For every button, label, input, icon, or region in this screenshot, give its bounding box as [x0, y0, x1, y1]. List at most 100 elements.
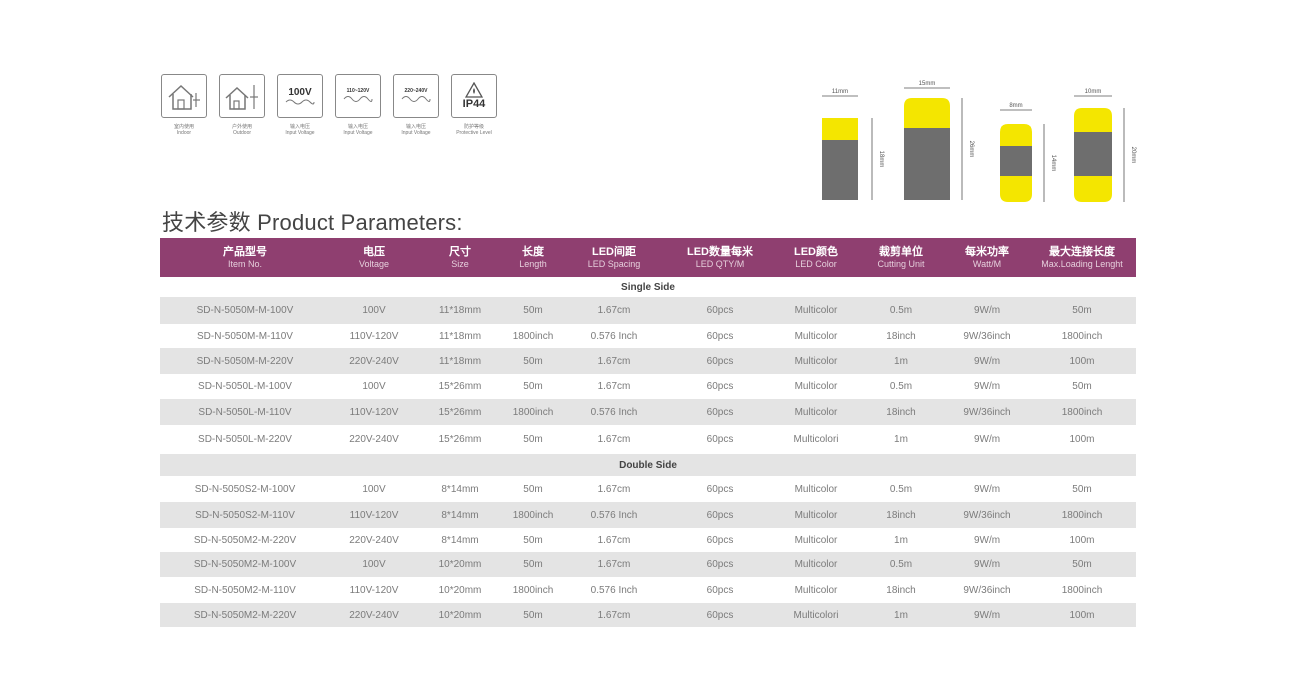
table-cell: SD-N-5050S2-M-100V	[194, 483, 296, 495]
table-cell: Multicolor	[794, 330, 838, 342]
column-header-en: Max.Loading Lenght	[1041, 258, 1123, 269]
profile-height-label: 20mm	[1130, 147, 1136, 164]
column-header: LED数量每米 LED QTY/M	[664, 238, 776, 277]
icon-voltage-110v: 110~120V 输入电压 Input Voltage	[334, 74, 382, 136]
table-row: SD-N-5050L-M-220V 220V-240V 15*26mm 50m 1.67…	[160, 425, 1136, 454]
table-cell: 1.67cm	[597, 355, 631, 367]
icon-ip44: IP44 防护等级 Protective Level	[450, 74, 498, 136]
table-header: 产品型号 Item No. 电压 Voltage 尺寸 Size 长度 Length LED间距…	[160, 238, 1136, 277]
table-row: SD-N-5050S2-M-100V 100V 8*14mm 50m 1.67cm 60p…	[160, 476, 1136, 502]
table-cell: 11*18mm	[438, 305, 482, 316]
table-cell: 9W/m	[973, 381, 1001, 392]
column-header-en: Length	[519, 258, 547, 269]
table-cell: 60pcs	[706, 559, 734, 570]
table-cell: 9W/m	[973, 609, 1001, 621]
table-cell: 100m	[1069, 609, 1095, 621]
table-cell: 1800inch	[512, 584, 554, 596]
table-cell: 11*18mm	[438, 330, 482, 342]
table-cell: 60pcs	[706, 330, 734, 342]
table-row: SD-N-5050M2-M-220V 220V-240V 8*14mm 50m 1.67…	[160, 528, 1136, 552]
table-cell: Multicolori	[793, 609, 839, 621]
table-row: SD-N-5050M-M-110V 110V-120V 11*18mm 1800inc…	[160, 324, 1136, 348]
table-cell: 50m	[523, 483, 543, 495]
ip-label: IP44	[462, 98, 486, 110]
table-cell: 60pcs	[706, 381, 734, 392]
column-header: 每米功率 Watt/M	[946, 238, 1028, 277]
table-cell: 100V	[362, 483, 386, 495]
table-cell: 1.67cm	[597, 305, 631, 316]
voltage-220v-icon: 220~240V	[393, 74, 439, 118]
table-cell: 60pcs	[706, 355, 734, 367]
table-cell: Multicolor	[794, 483, 838, 495]
column-header: 长度 Length	[502, 238, 564, 277]
icon-voltage-220v: 220~240V 输入电压 Input Voltage	[392, 74, 440, 136]
table-cell: 50m	[1072, 381, 1092, 392]
page-title: 技术参数 Product Parameters:	[162, 210, 463, 235]
table-cell: 9W/36inch	[963, 330, 1011, 342]
table-cell: 50m	[523, 559, 543, 570]
table-cell: 15*26mm	[438, 434, 482, 445]
table-cell: 60pcs	[706, 305, 734, 316]
table-cell: 60pcs	[706, 534, 734, 546]
table-cell: 50m	[523, 609, 543, 621]
table-cell: 110V-120V	[349, 584, 399, 596]
table-cell: 9W/m	[973, 534, 1001, 546]
section-header: Double Side	[160, 454, 1136, 476]
icon-caption: 输入电压 Input Voltage	[343, 124, 373, 136]
table-cell: 50m	[523, 305, 543, 316]
column-header-cn: 电压	[363, 245, 385, 258]
table-cell: 50m	[523, 434, 543, 445]
column-header: 最大连接长度 Max.Loading Lenght	[1028, 238, 1136, 277]
column-header-cn: 长度	[522, 245, 544, 258]
table-cell: 1800inch	[512, 509, 554, 521]
table-cell: 18inch	[886, 584, 916, 596]
column-header-cn: LED数量每米	[687, 245, 753, 258]
column-header-en: Voltage	[358, 258, 390, 269]
table-cell: 0.576 Inch	[590, 509, 638, 521]
profile-15x26: 15mm 26mm	[904, 81, 974, 200]
table-cell: SD-N-5050M-M-110V	[197, 330, 293, 342]
table-cell: 15*26mm	[438, 381, 482, 392]
table-row: SD-N-5050L-M-100V 100V 15*26mm 50m 1.67cm 60p…	[160, 374, 1136, 399]
table-cell: 0.5m	[889, 559, 913, 570]
table-cell: 0.576 Inch	[590, 406, 638, 418]
table-cell: 100m	[1069, 534, 1095, 546]
table-cell: 8*14mm	[441, 483, 479, 495]
table-row: SD-N-5050M2-M-220V 220V-240V 10*20mm 50m 1.6…	[160, 603, 1136, 627]
table-cell: 1m	[894, 355, 908, 367]
table-cell: 9W/36inch	[963, 584, 1011, 596]
table-cell: 9W/36inch	[963, 406, 1011, 418]
column-header-cn: LED颜色	[794, 245, 838, 258]
table-cell: SD-N-5050M2-M-100V	[193, 559, 297, 570]
table-cell: 18inch	[886, 406, 916, 418]
table-cell: 10*20mm	[438, 609, 482, 621]
table-cell: 1800inch	[1061, 406, 1103, 418]
table-cell: 1800inch	[512, 330, 554, 342]
column-header-en: Watt/M	[972, 258, 1002, 269]
table-cell: Multicolor	[794, 559, 838, 570]
table-cell: 0.576 Inch	[590, 584, 638, 596]
table-cell: SD-N-5050M-M-100V	[196, 305, 294, 316]
table-cell: Multicolor	[794, 534, 838, 546]
table-cell: Multicolor	[794, 584, 838, 596]
table-cell: SD-N-5050L-M-100V	[198, 381, 292, 392]
table-cell: 110V-120V	[349, 509, 399, 521]
table-cell: SD-N-5050L-M-220V	[198, 434, 292, 445]
voltage-110v-icon: 110~120V	[335, 74, 381, 118]
column-header: 裁剪单位 Cutting Unit	[856, 238, 946, 277]
table-cell: 220V-240V	[349, 434, 399, 445]
table-cell: 9W/m	[973, 559, 1001, 570]
column-header-en: Size	[451, 258, 469, 269]
table-cell: 1m	[894, 534, 908, 546]
table-cell: 50m	[523, 381, 543, 392]
column-header-en: Cutting Unit	[877, 258, 925, 269]
column-header-en: LED QTY/M	[695, 258, 745, 269]
table-cell: 9W/m	[973, 305, 1001, 316]
table-row: SD-N-5050S2-M-110V 110V-120V 8*14mm 1800inc…	[160, 502, 1136, 528]
table-cell: 1800inch	[1061, 330, 1103, 342]
table-cell: 60pcs	[706, 509, 734, 521]
profile-10x20: 10mm 20mm	[1074, 89, 1136, 202]
table-cell: 1.67cm	[597, 559, 631, 570]
voltage-100v-icon: 100V	[277, 74, 323, 118]
table-row: SD-N-5050M2-M-100V 100V 10*20mm 50m 1.67cm 60…	[160, 552, 1136, 577]
